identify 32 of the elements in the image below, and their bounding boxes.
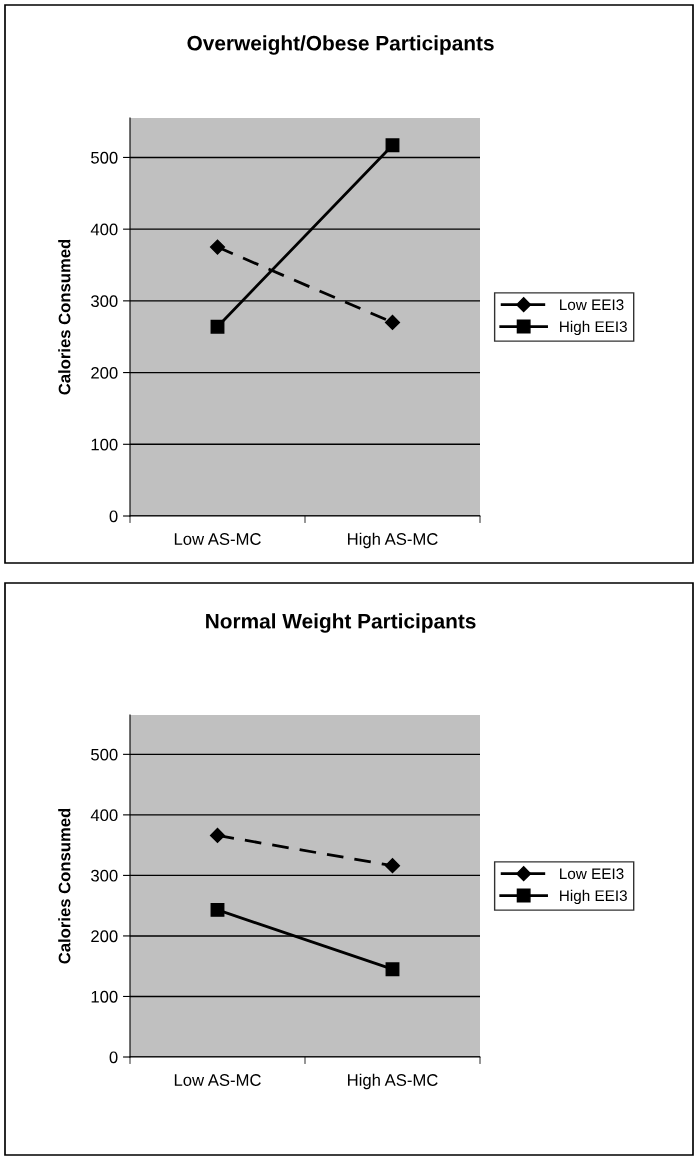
y-tick-label: 100 (91, 438, 118, 451)
point (385, 138, 400, 153)
y-tick-label: 0 (109, 1051, 118, 1064)
point (210, 902, 225, 917)
point (384, 858, 401, 874)
y-tick-label: 500 (91, 151, 118, 164)
x-tick-label: Low AS-MC (174, 1074, 261, 1086)
chart-title: Normal Weight Participants (206, 613, 476, 633)
legend-label: Low EEI3 (560, 868, 624, 880)
point (210, 319, 225, 334)
point (209, 827, 226, 844)
point (209, 239, 226, 255)
legend-label: High EEI3 (560, 320, 627, 336)
y-axis-title: Calories Consumed (58, 239, 71, 395)
point (385, 962, 400, 977)
legend-label: High EEI3 (560, 889, 627, 905)
y-tick-label: 200 (91, 366, 118, 379)
y-tick-label: 400 (90, 809, 118, 822)
y-tick-label: 100 (91, 990, 118, 1003)
y-tick-label: 300 (91, 295, 118, 308)
y-tick-label: 200 (91, 930, 118, 943)
y-axis-title: Calories Consumed (58, 808, 71, 964)
y-tick-label: 400 (90, 223, 118, 236)
x-tick-label: High AS-MC (348, 532, 438, 549)
x-tick-label: Low AS-MC (174, 533, 261, 545)
y-tick-label: 300 (91, 869, 118, 882)
legend-label: Low EEI3 (560, 299, 624, 311)
point (384, 314, 401, 330)
x-tick-label: High AS-MC (348, 1073, 438, 1090)
chart-title: Overweight/Obese Participants (187, 35, 494, 55)
y-tick-label: 500 (91, 748, 118, 761)
y-tick-label: 0 (109, 510, 118, 523)
